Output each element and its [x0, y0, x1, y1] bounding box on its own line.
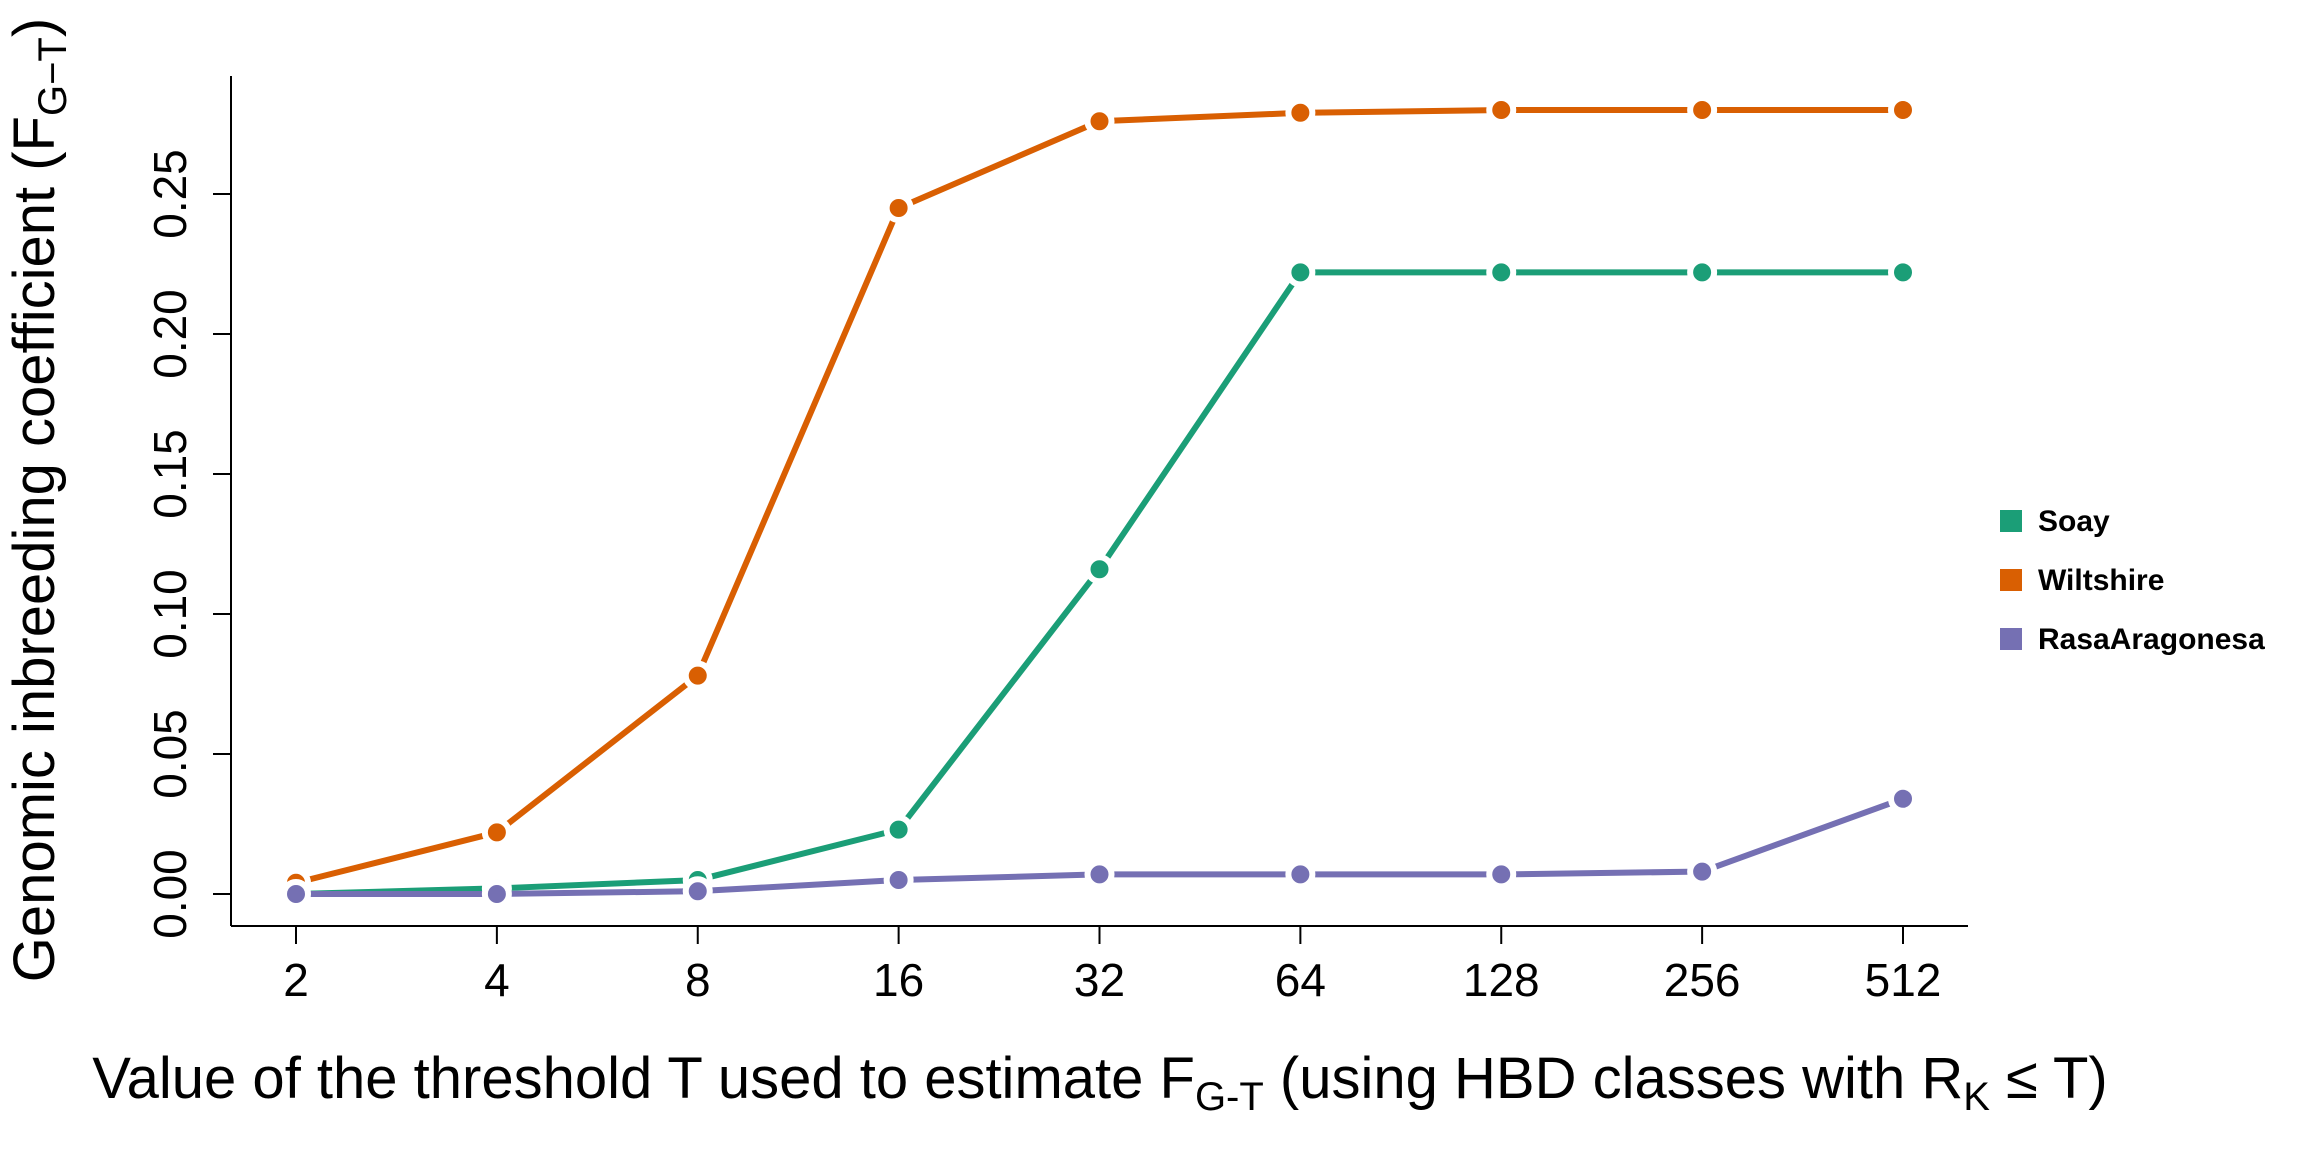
data-point [1687, 257, 1718, 288]
y-axis-title: Genomic inbreeding coefficient (FG−T) [2, 18, 75, 982]
y-axis-title-rest: ) [2, 18, 67, 37]
y-tick-label: 0.05 [144, 709, 196, 799]
x-tick-label: 8 [685, 954, 711, 1006]
y-tick-label: 0.00 [144, 849, 196, 939]
data-point [883, 193, 914, 223]
legend-label: Soay [2038, 505, 2110, 538]
axes [230, 76, 1968, 927]
series-segment [909, 871, 1089, 883]
data-point [1888, 783, 1918, 814]
data-point [682, 660, 713, 691]
data-point [1486, 859, 1517, 890]
x-tick-label: 128 [1463, 954, 1540, 1006]
legend-swatch [2000, 510, 2022, 532]
series-segment [1104, 280, 1296, 561]
series-segment [306, 832, 487, 883]
data-point [481, 817, 512, 848]
data-point [281, 879, 311, 909]
data-point [1285, 859, 1316, 890]
y-axis-title-sub: G−T [31, 37, 75, 116]
x-axis-title-sub: G-T [1195, 1075, 1264, 1119]
x-axis-title-sub2: K [1963, 1075, 1990, 1119]
data-point [1888, 257, 1918, 288]
data-point [883, 814, 914, 845]
series-segment [904, 577, 1094, 822]
data-point [883, 865, 914, 895]
y-axis-title-main: Genomic inbreeding coefficient (F [2, 116, 67, 982]
x-tick-label: 256 [1664, 954, 1741, 1006]
series-segment [700, 217, 897, 666]
series-segment [1512, 868, 1692, 878]
data-point [682, 876, 713, 907]
legend-label: Wiltshire [2038, 564, 2164, 597]
series-rasaaragonesa [281, 783, 1918, 909]
data-point [1486, 257, 1517, 288]
x-tick-label: 16 [873, 954, 924, 1006]
x-axis-title: Value of the threshold T used to estimat… [92, 1046, 2107, 1119]
data-point [481, 879, 512, 909]
data-point [1888, 95, 1918, 125]
series-segment [708, 830, 889, 880]
x-tick-label: 64 [1275, 954, 1326, 1006]
legend-swatch [2000, 628, 2022, 650]
x-tick-label: 4 [484, 954, 510, 1006]
x-ticks: 2 4 8 16 32 64 128 256 512 [283, 926, 1941, 1006]
data-point [1084, 859, 1115, 890]
series-segment [708, 877, 888, 894]
data-point [1285, 257, 1316, 288]
series-segment [507, 888, 687, 897]
y-tick-label: 0.20 [144, 289, 196, 379]
series-segment [504, 681, 690, 827]
legend: Soay Wiltshire RasaAragonesa [2000, 505, 2265, 656]
series-segment [507, 877, 687, 891]
series-segment [908, 123, 1090, 206]
data-point [1486, 95, 1517, 125]
data-point [1687, 95, 1718, 125]
legend-swatch [2000, 569, 2022, 591]
y-tick-label: 0.25 [144, 149, 196, 239]
y-tick-label: 0.10 [144, 569, 196, 659]
data-point [1084, 106, 1115, 137]
data-point [1285, 97, 1316, 128]
data-point [1084, 554, 1115, 585]
x-axis-title-main: Value of the threshold T used to estimat… [92, 1046, 1195, 1111]
series-segment [1110, 110, 1290, 124]
series-wiltshire [281, 95, 1918, 898]
x-axis-title-rest: (using HBD classes with R [1264, 1046, 1963, 1111]
x-tick-label: 2 [283, 954, 309, 1006]
legend-label: RasaAragonesa [2038, 623, 2265, 656]
series-group [281, 95, 1918, 909]
y-tick-label: 0.15 [144, 429, 196, 519]
x-tick-label: 32 [1074, 954, 1125, 1006]
data-point [1687, 856, 1718, 887]
series-segment [1712, 800, 1893, 870]
series-segment [1311, 107, 1491, 116]
x-tick-label: 512 [1865, 954, 1942, 1006]
y-ticks: 0.00 0.05 0.10 0.15 0.20 0.25 [144, 149, 231, 939]
x-axis-title-rest2: ≤ T) [1990, 1046, 2108, 1111]
